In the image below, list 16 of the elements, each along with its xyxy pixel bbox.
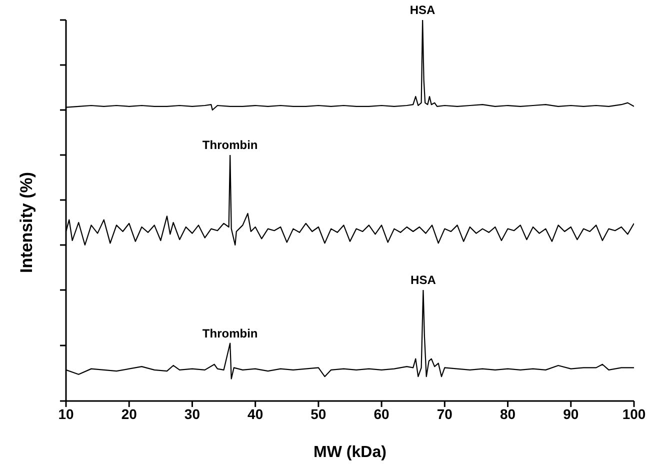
x-tick-label: 70 bbox=[436, 406, 453, 422]
x-tick-label: 90 bbox=[563, 406, 579, 422]
x-axis-title: MW (kDa) bbox=[314, 444, 386, 461]
x-tick-label: 30 bbox=[184, 406, 200, 422]
x-tick-label: 100 bbox=[622, 406, 646, 422]
x-tick-label: 80 bbox=[500, 406, 516, 422]
annotation: HSA bbox=[410, 3, 436, 17]
x-tick-label: 20 bbox=[121, 406, 138, 422]
annotation: Thrombin bbox=[202, 138, 258, 152]
y-axis-title: Intensity (%) bbox=[17, 172, 36, 274]
annotation: Thrombin bbox=[202, 326, 258, 340]
x-tick-label: 40 bbox=[248, 406, 264, 422]
x-tick-label: 60 bbox=[374, 406, 390, 422]
x-tick-label: 10 bbox=[58, 406, 74, 422]
x-tick-label: 50 bbox=[310, 406, 326, 422]
annotation: HSA bbox=[410, 273, 436, 287]
